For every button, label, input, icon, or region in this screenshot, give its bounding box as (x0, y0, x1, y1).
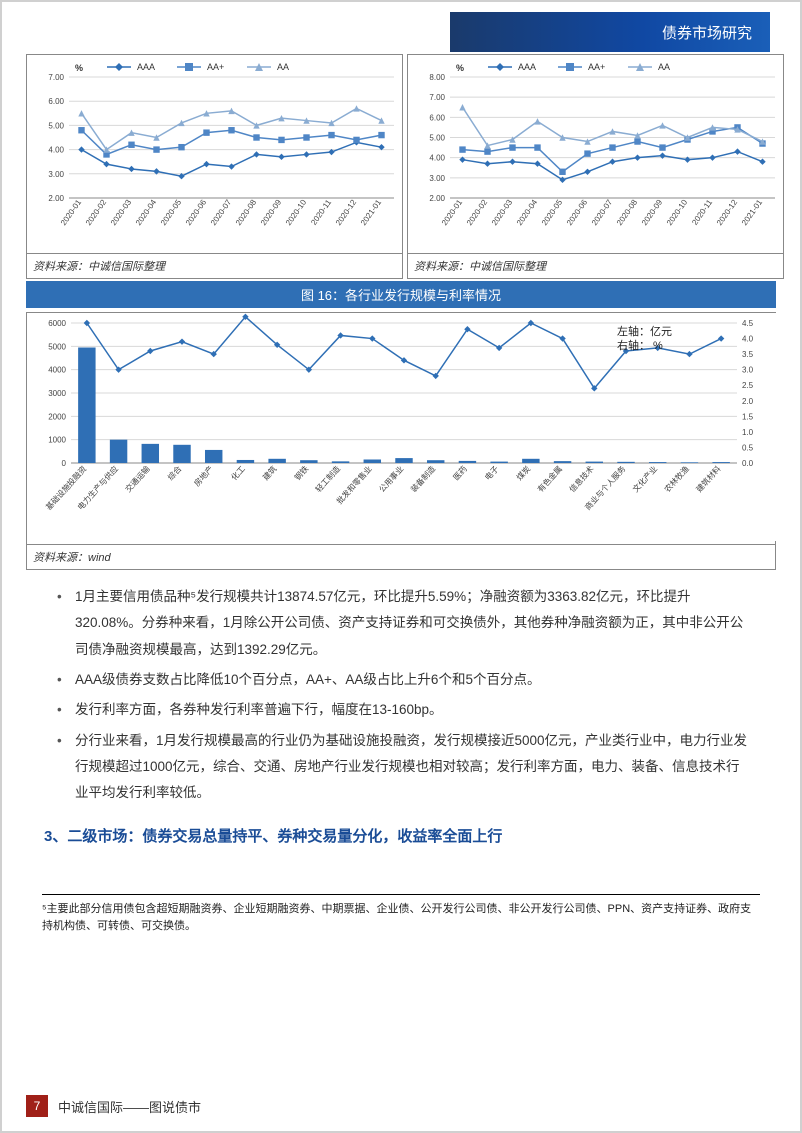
svg-text:1000: 1000 (48, 436, 66, 445)
svg-text:8.00: 8.00 (429, 73, 445, 82)
top-charts-row: 2.003.004.005.006.007.00%AAAAA+AA2020-01… (2, 54, 800, 279)
svg-text:5.00: 5.00 (429, 134, 445, 143)
combo-chart-wrap: 0 1000 2000 3000 4000 5000 6000 0.0 0.5 1.0 1.5 2.0… (2, 308, 800, 570)
svg-text:1.5: 1.5 (742, 412, 754, 421)
svg-text:4.0: 4.0 (742, 335, 754, 344)
line-chart-left: 2.003.004.005.006.007.00%AAAAA+AA2020-01… (26, 54, 403, 279)
chart-left-source: 资料来源：中诚信国际整理 (27, 253, 402, 278)
svg-text:3000: 3000 (48, 389, 66, 398)
svg-text:AA: AA (658, 62, 670, 72)
svg-text:2.5: 2.5 (742, 381, 754, 390)
svg-text:1.0: 1.0 (742, 428, 754, 437)
svg-text:2000: 2000 (48, 412, 66, 421)
footnote: ⁵主要此部分信用债包含超短期融资券、企业短期融资券、中期票据、企业债、公开发行公… (2, 901, 800, 936)
header-title: 债券市场研究 (450, 12, 770, 52)
svg-text:7.00: 7.00 (429, 93, 445, 102)
svg-text:右轴： %: 右轴： % (617, 338, 663, 352)
svg-text:AA: AA (277, 62, 289, 72)
svg-text:0.0: 0.0 (742, 459, 754, 468)
svg-text:5.00: 5.00 (48, 121, 64, 130)
svg-text:3.5: 3.5 (742, 350, 754, 359)
page-footer: 7 中诚信国际——图说债市 (26, 1095, 201, 1117)
svg-text:6000: 6000 (48, 319, 66, 328)
combo-title-text: 各行业发行规模与利率情况 (345, 288, 501, 303)
svg-text:AA+: AA+ (207, 62, 224, 72)
svg-text:4.00: 4.00 (48, 146, 64, 155)
svg-text:AAA: AAA (137, 62, 155, 72)
svg-text:左轴：亿元: 左轴：亿元 (617, 324, 672, 338)
chart-right-source: 资料来源：中诚信国际整理 (408, 253, 783, 278)
footnote-separator (42, 894, 760, 895)
bullet-item: 发行利率方面，各券种发行利率普遍下行，幅度在13-160bp。 (57, 697, 750, 723)
svg-text:5000: 5000 (48, 342, 66, 351)
svg-text:0.5: 0.5 (742, 443, 754, 452)
svg-text:%: % (75, 63, 83, 73)
svg-text:4.00: 4.00 (429, 154, 445, 163)
combo-title-prefix: 图 16： (301, 288, 345, 303)
combo-chart-svg: 0 1000 2000 3000 4000 5000 6000 0.0 0.5 1.0 1.5 2.0… (27, 313, 779, 541)
svg-text:2.00: 2.00 (429, 194, 445, 203)
svg-text:3.0: 3.0 (742, 366, 754, 375)
line-chart-right: 2.003.004.005.006.007.008.00%AAAAA+AA202… (407, 54, 784, 279)
svg-text:7.00: 7.00 (48, 73, 64, 82)
footer-text: 中诚信国际——图说债市 (58, 1097, 201, 1116)
svg-text:6.00: 6.00 (48, 97, 64, 106)
svg-text:3.00: 3.00 (429, 174, 445, 183)
svg-text:3.00: 3.00 (48, 170, 64, 179)
svg-text:6.00: 6.00 (429, 113, 445, 122)
page: 债券市场研究 2.003.004.005.006.007.00%AAAAA+AA… (0, 0, 802, 1133)
svg-text:4000: 4000 (48, 366, 66, 375)
combo-chart-source: 资料来源：wind (27, 544, 775, 569)
bullet-list: 1月主要信用债品种⁵发行规模共计13874.57亿元，环比提升5.59%；净融资… (57, 584, 750, 807)
svg-text:2.00: 2.00 (48, 194, 64, 203)
svg-text:%: % (456, 63, 464, 73)
page-number: 7 (26, 1095, 48, 1117)
bullet-item: 分行业来看，1月发行规模最高的行业仍为基础设施投融资，发行规模接近5000亿元，… (57, 728, 750, 807)
body-text: 1月主要信用债品种⁵发行规模共计13874.57亿元，环比提升5.59%；净融资… (2, 570, 800, 807)
line-chart-right-svg: 2.003.004.005.006.007.008.00%AAAAA+AA202… (408, 55, 783, 250)
section-heading: 3、二级市场：债券交易总量持平、券种交易量分化，收益率全面上行 (2, 811, 800, 856)
combo-chart: 0 1000 2000 3000 4000 5000 6000 0.0 0.5 1.0 1.5 2.0… (26, 312, 776, 570)
bullet-item: 1月主要信用债品种⁵发行规模共计13874.57亿元，环比提升5.59%；净融资… (57, 584, 750, 663)
line-chart-left-svg: 2.003.004.005.006.007.00%AAAAA+AA2020-01… (27, 55, 402, 250)
combo-chart-title: 图 16：各行业发行规模与利率情况 (26, 281, 776, 308)
svg-text:4.5: 4.5 (742, 319, 754, 328)
svg-text:2.0: 2.0 (742, 397, 754, 406)
svg-text:AAA: AAA (518, 62, 536, 72)
bullet-item: AAA级债券支数占比降低10个百分点，AA+、AA级占比上升6个和5个百分点。 (57, 667, 750, 693)
svg-text:AA+: AA+ (588, 62, 605, 72)
svg-text:0: 0 (62, 459, 67, 468)
